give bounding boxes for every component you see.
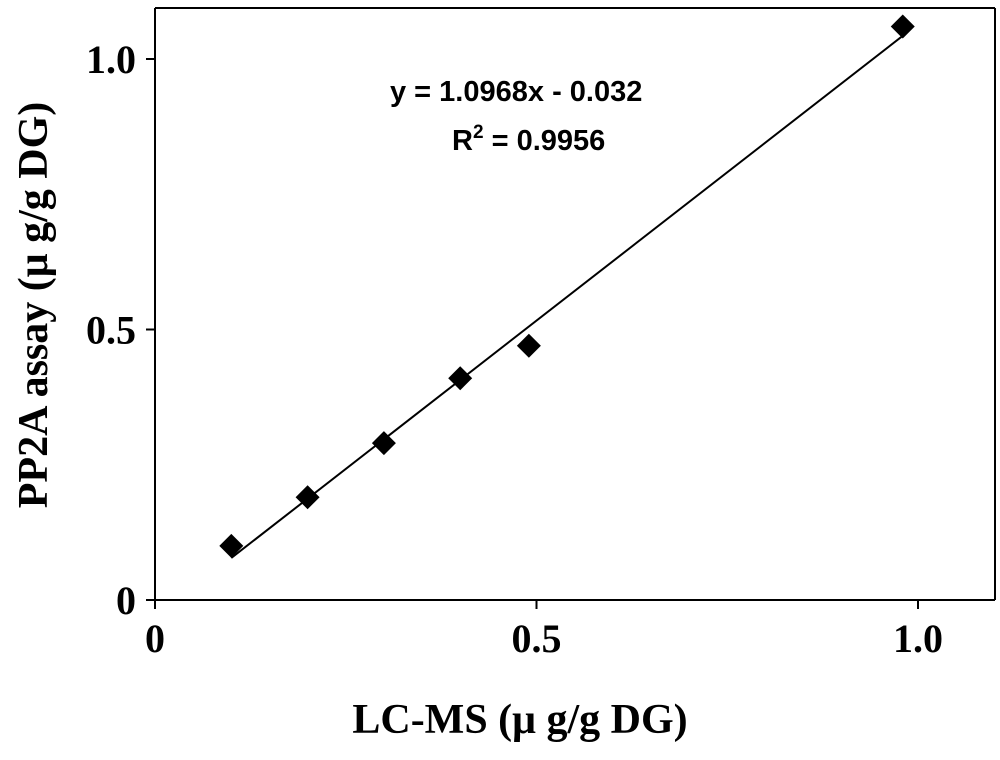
x-tick-label: 1.0 [893,616,943,661]
data-point [516,333,541,358]
x-tick-label: 0 [145,616,165,661]
r-squared-label: R2 = 0.9956 [452,122,605,157]
trendline [230,35,904,559]
data-point [219,533,244,558]
y-tick-label: 1.0 [86,37,136,82]
y-tick-label: 0 [116,578,136,623]
data-points [219,14,915,558]
equation-label: y = 1.0968x - 0.032 [390,76,642,108]
data-point [890,14,915,39]
y-tick-label: 0.5 [86,308,136,353]
x-tick-label: 0.5 [512,616,562,661]
y-axis-ticks: 0 0.5 1.0 [86,37,155,623]
r-squared-prefix: R [452,125,473,157]
x-axis-title: LC-MS (μ g/g DG) [352,697,687,743]
r-squared-value: = 0.9956 [484,125,606,157]
r-squared-superscript: 2 [473,122,484,143]
plot-frame [154,7,996,601]
x-axis-ticks: 0 0.5 1.0 [145,600,943,661]
trendline-group [230,35,904,559]
data-point [448,366,473,391]
data-point [371,431,396,456]
y-axis-title: PP2A assay (μ g/g DG) [11,102,57,508]
data-point [295,485,320,510]
